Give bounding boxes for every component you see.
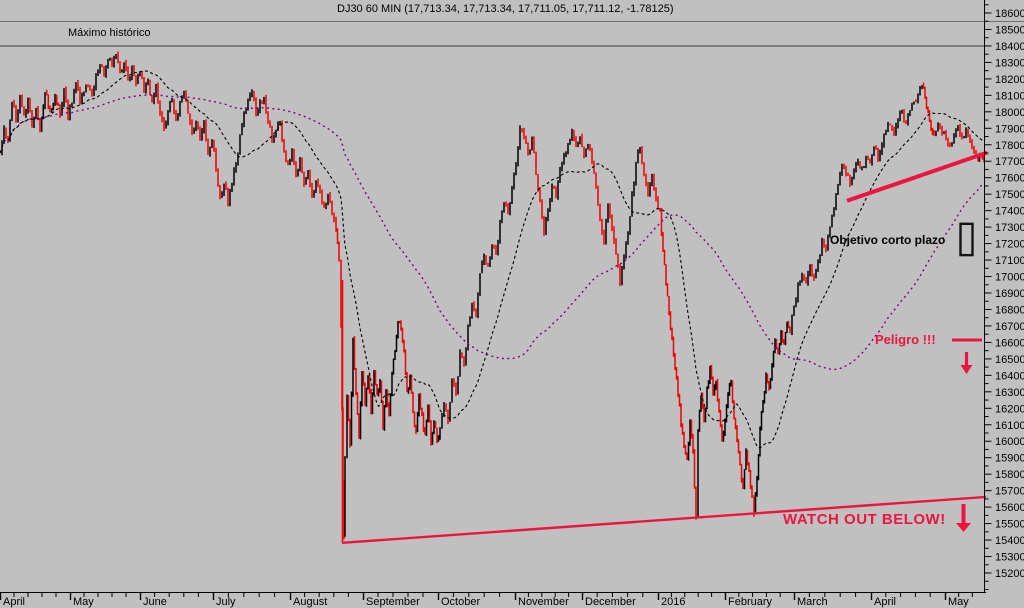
watch-out-arrow[interactable]: [956, 504, 971, 532]
x-axis-label: October: [441, 596, 480, 608]
y-tick-label: 17700: [995, 156, 1024, 168]
short-term-target-box[interactable]: [959, 222, 974, 257]
x-axis-label: April: [874, 596, 896, 608]
x-axis-label: December: [585, 596, 636, 608]
x-axis-label: November: [518, 596, 569, 608]
peligro-label[interactable]: Peligro !!!: [875, 332, 936, 347]
y-tick-label: 16200: [995, 403, 1024, 415]
peligro-arrow[interactable]: [960, 352, 973, 374]
y-tick-label: 16900: [995, 288, 1024, 300]
y-tick-label: 18600: [995, 8, 1024, 20]
x-axis-label: February: [728, 596, 773, 608]
x-axis-label: September: [366, 596, 420, 608]
y-axis-ticks: 18600 18500 18400 18300 18200 18100 18000 17900…: [984, 4, 1024, 590]
short-ma-line: [0, 70, 985, 449]
x-axis-label: March: [797, 596, 828, 608]
x-axis-label: April: [3, 596, 25, 608]
y-tick-label: 15600: [995, 502, 1024, 514]
y-tick-label: 16800: [995, 304, 1024, 316]
y-tick-label: 15800: [995, 469, 1024, 481]
y-tick-label: 16500: [995, 354, 1024, 366]
y-tick-label: 15400: [995, 535, 1024, 547]
lower-support-line[interactable]: [341, 495, 987, 545]
y-tick-label: 17600: [995, 173, 1024, 185]
y-tick-label: 17800: [995, 140, 1024, 152]
y-tick-label: 16600: [995, 337, 1024, 349]
x-axis-label: May: [73, 596, 94, 608]
y-tick-label: 15200: [995, 568, 1024, 580]
y-tick-label: 16400: [995, 370, 1024, 382]
axes: [0, 0, 986, 593]
y-tick-label: 18000: [995, 107, 1024, 119]
short-term-rising-line[interactable]: [846, 150, 988, 203]
price-bars: [1, 51, 985, 540]
y-tick-label: 17300: [995, 222, 1024, 234]
y-tick-label: 17900: [995, 123, 1024, 135]
y-tick-label: 15700: [995, 486, 1024, 498]
x-axis-ticks: April May June July August September October No…: [0, 593, 973, 608]
objetivo-corto-plazo-label[interactable]: Objetivo corto plazo: [830, 233, 946, 247]
x-axis-label: July: [216, 596, 236, 608]
y-tick-label: 17500: [995, 189, 1024, 201]
y-tick-label: 18500: [995, 24, 1024, 36]
x-axis-label: May: [948, 596, 969, 608]
chart-title: DJ30 60 MIN (17,713.34, 17,713.34, 17,71…: [337, 3, 674, 15]
y-tick-label: 16300: [995, 387, 1024, 399]
y-tick-label: 17000: [995, 272, 1024, 284]
y-tick-label: 17200: [995, 239, 1024, 251]
y-tick-label: 18300: [995, 57, 1024, 69]
x-axis-label: June: [143, 596, 167, 608]
y-tick-label: 16700: [995, 321, 1024, 333]
maximo-historico-label[interactable]: Máximo histórico: [68, 27, 151, 39]
y-tick-label: 16000: [995, 436, 1024, 448]
x-axis-label: 2016: [661, 596, 685, 608]
y-tick-label: 18400: [995, 41, 1024, 53]
y-tick-label: 17100: [995, 255, 1024, 267]
y-tick-label: 17400: [995, 206, 1024, 218]
y-tick-label: 18200: [995, 74, 1024, 86]
watch-out-below-label[interactable]: WATCH OUT BELOW!: [783, 511, 946, 528]
y-tick-label: 18100: [995, 90, 1024, 102]
x-axis-label: August: [293, 596, 327, 608]
y-tick-label: 16100: [995, 420, 1024, 432]
y-tick-label: 15300: [995, 552, 1024, 564]
y-tick-label: 15500: [995, 519, 1024, 531]
y-tick-label: 15900: [995, 453, 1024, 465]
